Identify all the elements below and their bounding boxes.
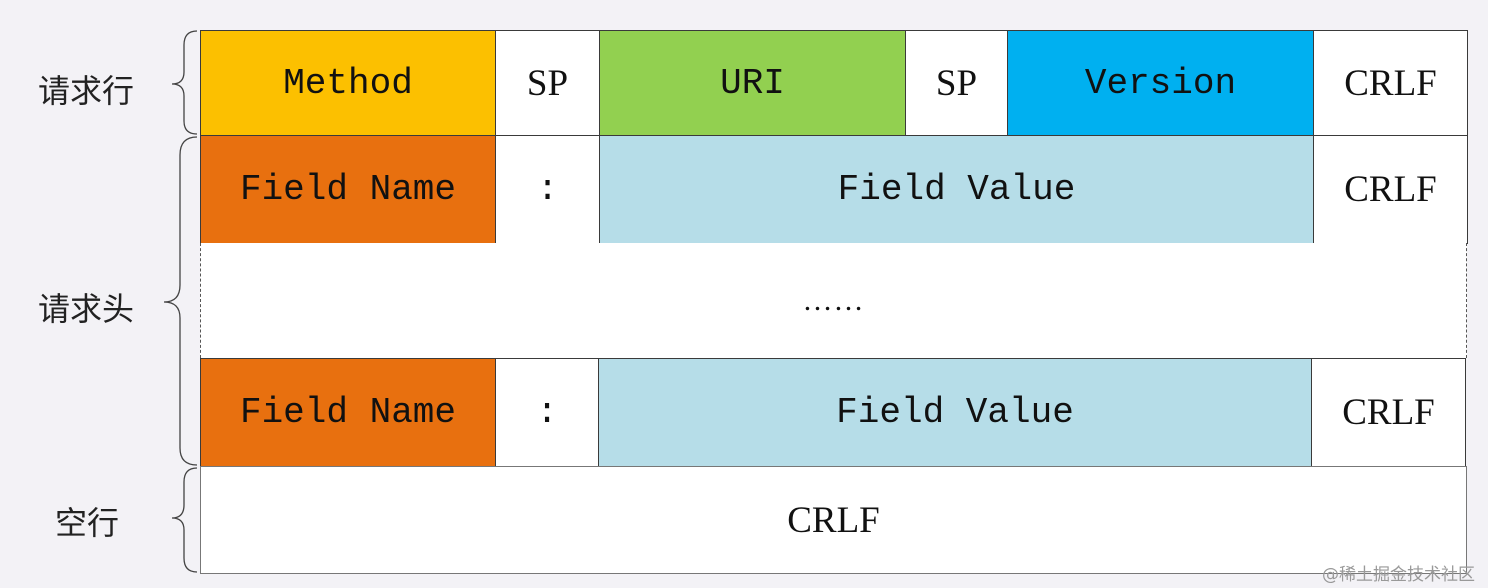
method-cell: Method (200, 30, 496, 136)
field-name-cell: Field Name (200, 135, 496, 244)
label-request-header: 请求头 (38, 290, 135, 328)
brace-request-line (171, 30, 198, 135)
field-value-cell: Field Value (598, 358, 1312, 467)
blank-line-crlf-cell: CRLF (200, 466, 1467, 574)
label-request-line: 请求行 (38, 72, 135, 110)
colon-cell: : (495, 358, 599, 467)
sp-cell: SP (905, 30, 1008, 136)
label-blank-line: 空行 (55, 504, 120, 542)
crlf-cell: CRLF (1313, 30, 1468, 136)
brace-request-header (163, 136, 198, 466)
brace-icons (163, 30, 198, 573)
ellipsis-row: …… (200, 243, 1467, 358)
brace-blank-line (171, 467, 198, 573)
watermark: @稀土掘金技术社区 (1322, 565, 1475, 585)
crlf-cell: CRLF (1311, 358, 1466, 467)
version-cell: Version (1007, 30, 1314, 136)
crlf-cell: CRLF (1313, 135, 1468, 244)
colon-cell: : (495, 135, 600, 244)
field-name-cell: Field Name (200, 358, 496, 467)
field-value-cell: Field Value (599, 135, 1314, 244)
sp-cell: SP (495, 30, 600, 136)
uri-cell: URI (599, 30, 906, 136)
